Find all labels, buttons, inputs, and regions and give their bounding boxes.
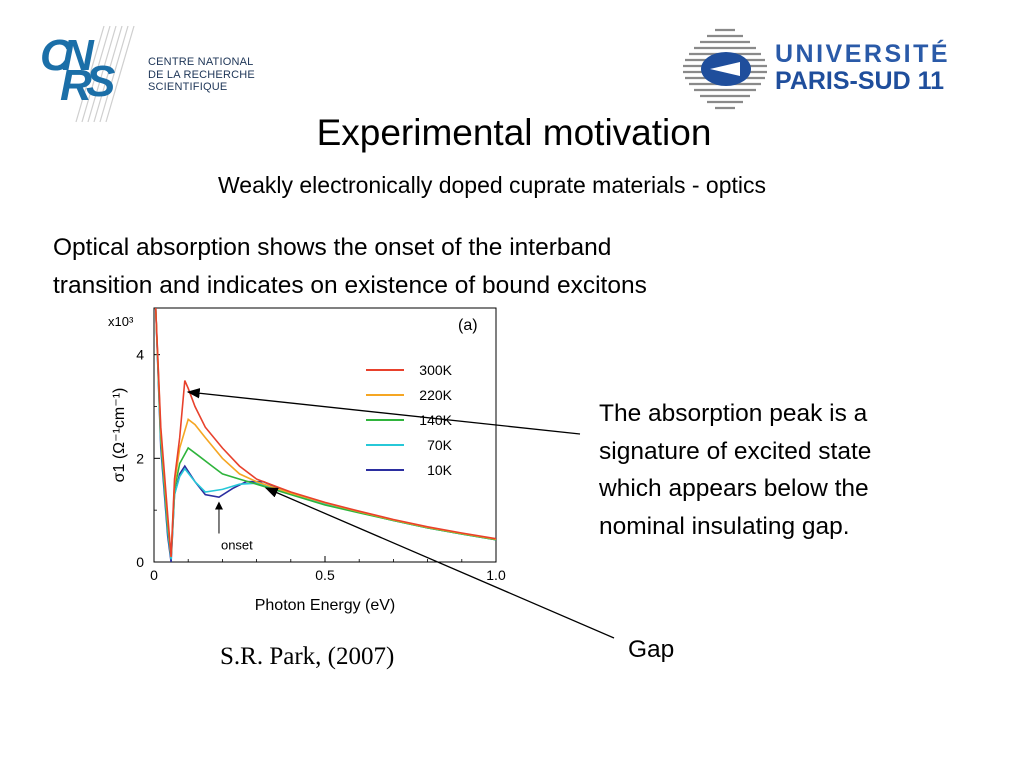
legend-label: 300K [419,362,452,378]
gap-label: Gap [628,636,675,663]
series-line-70K [154,308,496,560]
slide-title: Experimental motivation [316,112,712,153]
slide-subtitle: Weakly electronically doped cuprate mate… [218,172,766,198]
optical-conductivity-chart: 0 0.5 1.0 0 2 4 x10³ Photon Energy (eV) σ1 (Ω⁻¹c… [108,307,506,614]
university-name: UNIVERSITÉ PARIS-SUD 11 [775,40,950,96]
svg-text:R: R [60,61,92,110]
series-line-140K [154,308,496,557]
y-tick-label: 0 [136,554,144,570]
legend-label: 10K [427,462,453,478]
y-axis-label: σ1 (Ω⁻¹cm⁻¹) [111,388,128,483]
x-axis-label: Photon Energy (eV) [255,597,396,614]
side-note-line: The absorption peak is a [599,400,868,427]
university-emblem-icon [683,28,767,110]
university-line2: PARIS-SUD 11 [775,67,945,95]
onset-label: onset [221,537,253,552]
cnrs-line: CENTRE NATIONAL [148,56,254,68]
side-note-line: nominal insulating gap. [599,512,850,540]
series-line-220K [154,308,496,557]
cnrs-logo: C N R S [40,25,135,123]
citation: S.R. Park, (2007) [220,643,395,670]
legend-label: 70K [427,437,453,453]
intro-line: transition and indicates on existence of… [53,272,647,299]
y-tick-label: 4 [136,347,144,363]
series-line-300K [154,308,496,557]
onset-arrowhead [214,501,223,510]
y-tick-label: 2 [136,450,144,466]
y-multiplier: x10³ [108,314,134,329]
legend-label: 140K [419,412,452,428]
side-note-line: signature of excited state [599,437,872,465]
side-note: The absorption peak is a signature of ex… [599,395,999,545]
side-note-line: which appears below the [599,475,869,502]
series-line-10K [154,308,496,562]
intro-line: Optical absorption shows the onset of th… [53,234,612,261]
svg-text:N: N [62,31,95,80]
cnrs-mark: C [40,31,73,80]
cnrs-line: SCIENTIFIQUE [148,81,228,93]
cnrs-line: DE LA RECHERCHE [148,68,255,81]
university-line1: UNIVERSITÉ [775,40,951,68]
legend-label: 220K [419,387,452,403]
x-tick-label: 0.5 [315,567,335,583]
panel-label: (a) [458,317,478,334]
svg-text:S: S [86,57,115,106]
intro-paragraph: Optical absorption shows the onset of th… [53,229,953,305]
cnrs-name: CENTRE NATIONAL DE LA RECHERCHE SCIENTIF… [148,56,255,94]
plot-frame [153,307,497,563]
x-tick-label: 1.0 [486,567,506,583]
x-tick-label: 0 [150,567,158,583]
